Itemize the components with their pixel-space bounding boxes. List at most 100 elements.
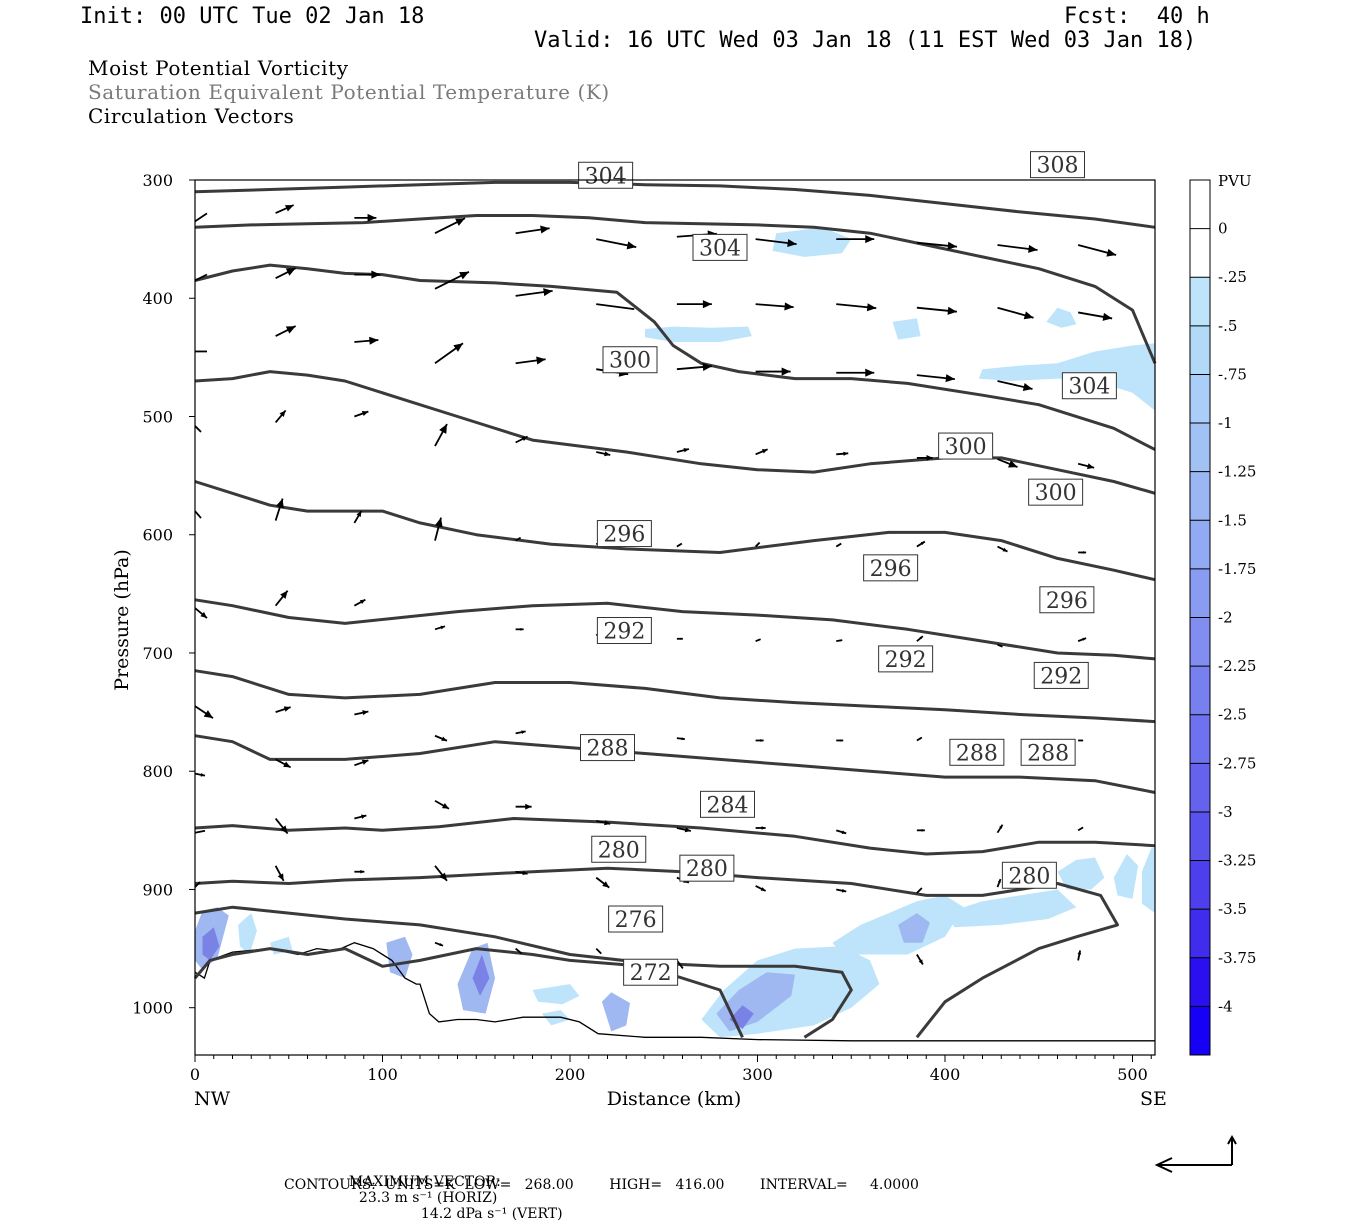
circulation-vector: [194, 881, 201, 888]
colorbar-label: -1.5: [1218, 511, 1247, 529]
theta-es-contour: [194, 214, 1157, 364]
pv-area: [601, 992, 630, 1032]
x-tick-label: 300: [742, 1065, 773, 1084]
colorbar-unit: PVU: [1218, 172, 1252, 190]
vector-head: [761, 826, 766, 830]
vector-head: [1082, 637, 1087, 641]
colorbar-label: -3.5: [1218, 900, 1247, 918]
colorbar-label: -1.75: [1218, 560, 1256, 578]
pv-area: [1113, 854, 1139, 899]
vector-head: [1022, 383, 1033, 391]
contour-label-text: 300: [609, 349, 651, 374]
vector-head: [602, 881, 610, 888]
vector-head: [918, 959, 923, 965]
vector-head: [1008, 460, 1018, 468]
pv-area: [532, 984, 580, 1005]
vector-head: [1106, 248, 1117, 257]
contour-label: 272: [623, 958, 679, 986]
contour-label-text: 300: [945, 435, 987, 460]
y-tick-label: 700: [142, 644, 173, 663]
contour-label: 300: [938, 432, 994, 460]
contour-label-text: 280: [1008, 864, 1050, 889]
theta-es-contour: [194, 905, 853, 1039]
circulation-vector: [194, 273, 208, 282]
circulation-vector: [194, 510, 202, 519]
circulation-vector: [916, 887, 923, 894]
vector-head: [1023, 311, 1034, 320]
colorbar-label: -2.75: [1218, 754, 1256, 772]
vector-head: [283, 706, 291, 712]
contour-label: 308: [1030, 151, 1085, 179]
vector-head: [683, 447, 689, 453]
x-axis-label: Distance (km): [607, 1088, 742, 1110]
vector-head: [453, 343, 463, 352]
contour-label-text: 272: [630, 961, 672, 986]
vector-head: [283, 761, 291, 768]
contour-label: 300: [602, 346, 658, 374]
x-tick-label: 500: [1117, 1065, 1148, 1084]
pv-area: [238, 913, 257, 955]
contour-label-text: 292: [603, 620, 645, 645]
vector-head: [604, 820, 611, 826]
contour-label: 280: [1001, 861, 1057, 889]
contour-label: 288: [949, 738, 1005, 766]
vector-head: [702, 300, 712, 309]
contour-label: 284: [700, 790, 755, 818]
vector-head: [369, 336, 379, 345]
pv-area: [945, 889, 1077, 928]
contour-label-text: 280: [598, 838, 640, 863]
circulation-vector: [676, 542, 683, 548]
vector-head: [866, 303, 877, 312]
terrain-line: [194, 942, 1155, 1042]
vector-head: [277, 873, 284, 881]
forecast-hour: Fcst: 40 h: [1064, 4, 1210, 29]
contour-label-text: 304: [585, 164, 627, 189]
colorbar-label: -3.25: [1218, 852, 1256, 870]
contour-label-text: 288: [1027, 741, 1069, 766]
pv-shading-layer: [195, 227, 1155, 1038]
vector-head: [865, 368, 875, 377]
pv-area: [645, 326, 752, 342]
plot-frame: [194, 179, 1156, 1056]
contour-label-text: 300: [1035, 481, 1077, 506]
colorbar-swatch: [1190, 909, 1210, 959]
contour-label-text: 284: [707, 793, 749, 818]
vector-head: [604, 451, 611, 457]
colorbar-swatch: [1190, 423, 1210, 473]
colorbar-swatch: [1190, 714, 1210, 764]
circulation-vector: [194, 829, 206, 834]
vector-head: [1102, 312, 1113, 321]
contour-label: 292: [596, 617, 652, 645]
vector-head: [434, 517, 443, 528]
pv-area: [1057, 857, 1105, 890]
contour-label-text: 292: [885, 648, 927, 673]
vector-head: [280, 825, 288, 834]
field-label-theta-es: Saturation Equivalent Potential Temperat…: [88, 80, 610, 104]
vector-head: [459, 271, 469, 280]
colorbar-label: -1.25: [1218, 463, 1256, 481]
colorbar-swatch: [1190, 1006, 1210, 1056]
vector-head: [839, 639, 843, 642]
circulation-vectors: [194, 204, 1117, 969]
contour-label-text: 288: [587, 737, 629, 762]
vector-head: [1082, 551, 1087, 554]
vector-head: [285, 268, 296, 276]
circulation-vector: [515, 536, 522, 542]
vector-head: [280, 590, 288, 599]
vector-head: [200, 772, 205, 777]
valid-time: Valid: 16 UTC Wed 03 Jan 18 (11 EST Wed …: [534, 28, 1197, 53]
reference-arrow: [1154, 1134, 1237, 1173]
colorbar-swatch: [1190, 325, 1210, 375]
contour-label: 304: [1061, 372, 1117, 400]
y-tick-label: 900: [142, 880, 173, 899]
y-tick-label: 800: [142, 762, 173, 781]
x-end-label-right: SE: [1140, 1088, 1167, 1110]
vector-head: [276, 498, 284, 509]
pv-area: [1141, 848, 1155, 914]
pv-area: [202, 927, 220, 961]
colorbar-swatch: [1190, 180, 1210, 230]
vector-head: [758, 639, 761, 641]
colorbar-swatch: [1190, 277, 1210, 327]
vector-head: [359, 599, 366, 605]
